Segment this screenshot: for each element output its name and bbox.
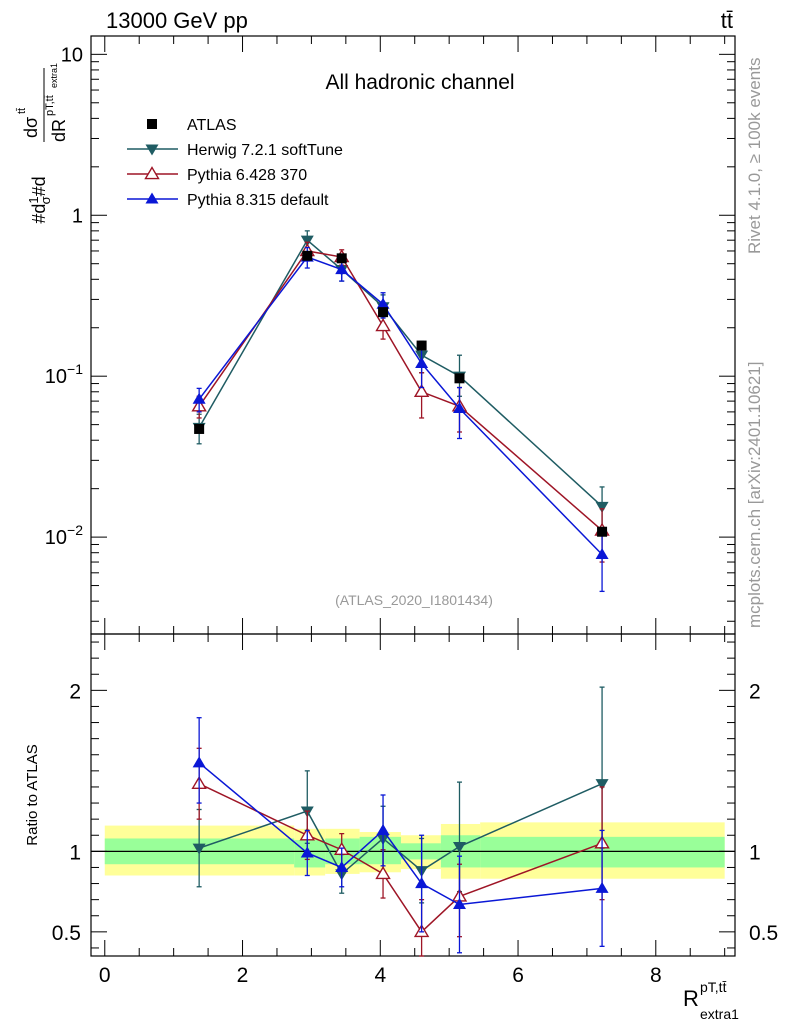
- data-point: [192, 392, 206, 404]
- legend-label: Herwig 7.2.1 softTune: [187, 142, 343, 159]
- data-point: [300, 235, 314, 247]
- data-point: [192, 756, 206, 768]
- ratio-y-tick-label-right: 2: [749, 680, 761, 703]
- ratio-series-pythia-8-315-default: [192, 717, 609, 954]
- data-point: [415, 356, 429, 368]
- legend-item-atlas: ATLAS: [147, 117, 237, 134]
- svg-text:#d1σ#d: #d1σ#d: [26, 176, 53, 223]
- ratio-y-tick-label: 1: [69, 841, 81, 864]
- main-axis-ticks: 10 1 10−1 10−2: [45, 36, 735, 634]
- legend-marker: [145, 144, 159, 156]
- legend: ATLAS Herwig 7.2.1 softTune Pythia 6.428 3…: [127, 117, 343, 209]
- data-point: [335, 860, 349, 872]
- data-point: [452, 897, 466, 910]
- final-state-label: tt̄: [721, 8, 733, 33]
- data-point: [452, 841, 466, 854]
- data-point: [415, 877, 429, 889]
- svg-text:R: R: [683, 986, 699, 1011]
- data-point: [336, 253, 347, 264]
- data-point: [595, 881, 609, 893]
- x-axis-label: R pT,tt̄ extra1: [683, 979, 739, 1022]
- data-point: [375, 866, 391, 880]
- series-atlas: [194, 250, 608, 537]
- series-herwig-7-2-1-softtune: [192, 230, 609, 535]
- legend-marker: [145, 192, 159, 204]
- data-point: [192, 843, 206, 855]
- data-point: [335, 263, 349, 275]
- legend-marker: [144, 166, 160, 180]
- svg-text:extra1: extra1: [700, 1006, 739, 1022]
- ratio-frame: [90, 633, 736, 957]
- ratio-y-tick-label-right: 1: [749, 841, 761, 864]
- data-point: [378, 307, 389, 318]
- svg-text:extra1: extra1: [49, 63, 59, 88]
- rivet-version-label: Rivet 4.1.0, ≥ 100k events: [745, 58, 764, 254]
- legend-item-pythia-8-315-default: Pythia 8.315 default: [127, 192, 329, 209]
- x-tick-label: 4: [374, 964, 386, 987]
- ratio-y-axis-label: Ratio to ATLAS: [24, 744, 41, 845]
- ratio-y-tick-label: 0.5: [52, 922, 81, 945]
- data-point: [413, 383, 430, 398]
- x-tick-label: 2: [237, 964, 249, 987]
- data-point: [416, 340, 427, 351]
- legend-label: Pythia 8.315 default: [187, 192, 329, 209]
- x-tick-label: 6: [512, 964, 524, 987]
- legend-marker: [147, 119, 157, 129]
- svg-text:dR: dR: [49, 119, 69, 142]
- ratio-panel: 2 2 1 1 0.5 0.5 0 2 4 6 8 Ratio to ATLAS R pT,tt̄ …: [24, 633, 778, 1022]
- x-tick-label: 8: [650, 964, 662, 987]
- series-line: [198, 250, 603, 532]
- process-label: 13000 GeV pp: [106, 8, 248, 33]
- mcplots-label: mcplots.cern.ch [arXiv:2401.10621]: [745, 362, 764, 628]
- series-line: [198, 256, 603, 556]
- data-point: [376, 297, 390, 309]
- y-tick-label: 10−1: [45, 361, 83, 388]
- data-point: [300, 846, 314, 858]
- main-y-axis-label: #d1σ#d dσ tt̄ dR pT,tt̄ extra1: [16, 63, 69, 224]
- data-point: [376, 823, 390, 835]
- svg-text:pT,tt̄: pT,tt̄: [700, 979, 727, 995]
- legend-label: ATLAS: [187, 117, 237, 134]
- legend-label: Pythia 6.428 370: [187, 167, 307, 184]
- y-tick-label: 10−2: [45, 522, 83, 549]
- data-point: [597, 526, 608, 537]
- ratio-y-tick-label: 2: [69, 680, 81, 703]
- y-tick-label: 1: [72, 205, 83, 227]
- data-point: [595, 547, 609, 560]
- x-tick-label: 0: [99, 964, 111, 987]
- data-point: [194, 423, 205, 434]
- svg-text:tt̄: tt̄: [16, 108, 28, 114]
- series-pythia-8-315-default: [192, 246, 609, 593]
- legend-item-pythia-6-428-370: Pythia 6.428 370: [127, 166, 307, 184]
- series-line: [198, 239, 603, 508]
- analysis-id: (ATLAS_2020_I1801434): [335, 592, 493, 608]
- data-point: [595, 779, 609, 791]
- data-point: [375, 318, 391, 332]
- main-panel: 10 1 10−1 10−2 All hadronic channel (ATLAS_…: [16, 35, 736, 635]
- chart-title: All hadronic channel: [325, 71, 514, 94]
- svg-text:pT,tt̄: pT,tt̄: [44, 95, 56, 116]
- data-point: [595, 501, 609, 513]
- y-tick-label: 10: [61, 44, 83, 66]
- series-pythia-6-428-370: [191, 241, 610, 563]
- ratio-axis-ticks: 2 2 1 1 0.5 0.5 0 2 4 6 8: [52, 634, 778, 987]
- ratio-y-tick-label-right: 0.5: [749, 922, 778, 945]
- data-point: [302, 250, 313, 261]
- data-point: [452, 401, 466, 414]
- data-point: [454, 373, 465, 384]
- legend-item-herwig-7-2-1-softtune: Herwig 7.2.1 softTune: [127, 142, 343, 159]
- svg-text:dσ: dσ: [21, 117, 41, 138]
